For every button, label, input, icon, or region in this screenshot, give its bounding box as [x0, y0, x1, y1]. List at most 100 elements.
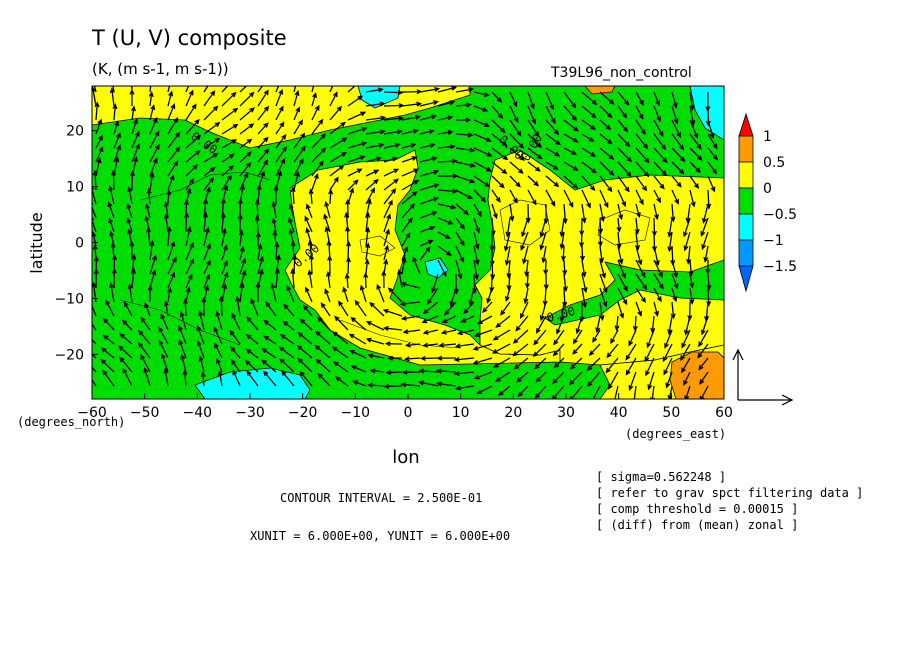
- wind-arrow: [506, 273, 512, 291]
- wind-arrow: [671, 105, 679, 125]
- wind-arrow: [127, 186, 133, 205]
- wind-arrow: [349, 349, 367, 359]
- wind-arrow: [143, 366, 151, 387]
- wind-arrow: [402, 329, 421, 335]
- wind-arrow: [160, 313, 169, 331]
- wind-arrow: [617, 133, 631, 148]
- wind-arrow: [182, 369, 188, 387]
- wind-arrow: [92, 86, 97, 107]
- wind-arrow: [617, 259, 626, 279]
- wind-arrow: [455, 245, 465, 263]
- wind-arrow: [244, 359, 259, 373]
- wind-arrow: [635, 91, 644, 106]
- wind-arrow: [653, 203, 659, 221]
- wind-arrow: [617, 161, 632, 178]
- wind-arrow: [599, 161, 615, 176]
- wind-arrow: [149, 86, 152, 93]
- wind-arrow: [671, 147, 686, 163]
- wind-arrow: [605, 357, 619, 374]
- wind-arrow: [185, 164, 199, 177]
- wind-arrow: [581, 203, 587, 224]
- wind-arrow: [653, 175, 665, 190]
- field-region-cold-bottom: [194, 367, 311, 399]
- wind-arrow: [237, 213, 243, 233]
- wind-arrow: [239, 91, 255, 107]
- wind-arrow: [263, 319, 277, 331]
- wind-arrow: [401, 256, 407, 275]
- wind-arrow: [581, 105, 597, 119]
- chart-title: T (U, V) composite: [91, 26, 287, 50]
- wind-arrow: [203, 176, 215, 191]
- wind-arrow: [632, 385, 637, 399]
- wind-arrow: [257, 105, 270, 121]
- wind-arrow: [257, 122, 269, 135]
- wind-arrow: [311, 86, 315, 93]
- x-axis: −60 −50 −40 −30 −20 −10 0 10 20 30 40 50 60: [77, 393, 733, 421]
- wind-arrow: [311, 172, 319, 191]
- wind-arrow: [527, 91, 535, 110]
- wind-arrow: [365, 87, 384, 93]
- wind-arrow: [274, 267, 280, 289]
- wind-arrow: [698, 357, 709, 371]
- wind-arrow: [545, 189, 556, 207]
- wind-arrow: [491, 119, 506, 134]
- wind-arrow: [597, 231, 603, 248]
- wind-arrow: [401, 232, 411, 247]
- colorbar-label: −1: [763, 233, 784, 249]
- wind-arrow: [473, 105, 489, 112]
- wind-arrow: [167, 271, 176, 289]
- wind-arrow: [440, 329, 457, 335]
- wind-arrow: [111, 267, 117, 289]
- wind-arrow: [653, 259, 663, 278]
- wind-arrow: [123, 301, 133, 317]
- wind-arrow: [163, 300, 169, 317]
- wind-arrow: [108, 184, 115, 205]
- wind-arrow: [239, 107, 255, 121]
- wind-arrow: [435, 368, 457, 374]
- wind-arrow: [671, 133, 685, 151]
- colorbar-over-triangle: [738, 112, 754, 137]
- wind-arrow: [196, 339, 205, 359]
- wind-arrow: [166, 189, 172, 205]
- wind-arrow: [492, 357, 511, 368]
- wind-arrow: [671, 273, 679, 290]
- wind-arrow: [563, 175, 579, 189]
- wind-arrow: [581, 91, 598, 106]
- wind-arrow: [545, 133, 561, 146]
- wind-arrow: [586, 371, 601, 388]
- wind-arrow: [347, 155, 366, 163]
- wind-arrow: [535, 315, 547, 334]
- wind-arrow: [671, 175, 682, 188]
- wind-arrow: [332, 331, 349, 345]
- wind-arrow: [270, 282, 277, 303]
- colorbar-swatch: [738, 213, 754, 241]
- wind-arrow: [178, 339, 187, 359]
- wind-arrow: [263, 335, 277, 345]
- wind-arrow: [95, 118, 103, 135]
- wind-arrow: [700, 217, 709, 237]
- wind-arrow: [491, 203, 498, 220]
- wind-arrow: [347, 179, 359, 191]
- wind-arrow: [628, 329, 637, 347]
- wind-arrow: [221, 244, 228, 261]
- wind-arrow: [599, 287, 608, 308]
- wind-arrow: [707, 161, 718, 175]
- wind-arrow: [509, 161, 524, 174]
- wind-arrow: [185, 149, 201, 163]
- plot-area: 0.00 0.00 0.00 0.00 0.00: [92, 86, 724, 399]
- wind-arrow: [203, 226, 210, 247]
- wind-arrow: [315, 358, 331, 373]
- wind-arrow: [463, 301, 475, 315]
- wind-arrow: [625, 343, 637, 361]
- wind-arrow: [293, 171, 300, 191]
- wind-arrow: [293, 145, 306, 163]
- wind-arrow: [562, 273, 569, 292]
- wind-arrow: [699, 371, 709, 385]
- wind-arrow: [667, 315, 673, 336]
- wind-arrow: [180, 353, 187, 373]
- wind-arrow: [308, 253, 314, 275]
- wind-arrow: [617, 105, 628, 119]
- wind-arrow: [401, 142, 417, 149]
- wind-arrow: [329, 176, 339, 191]
- wind-arrow: [214, 342, 223, 359]
